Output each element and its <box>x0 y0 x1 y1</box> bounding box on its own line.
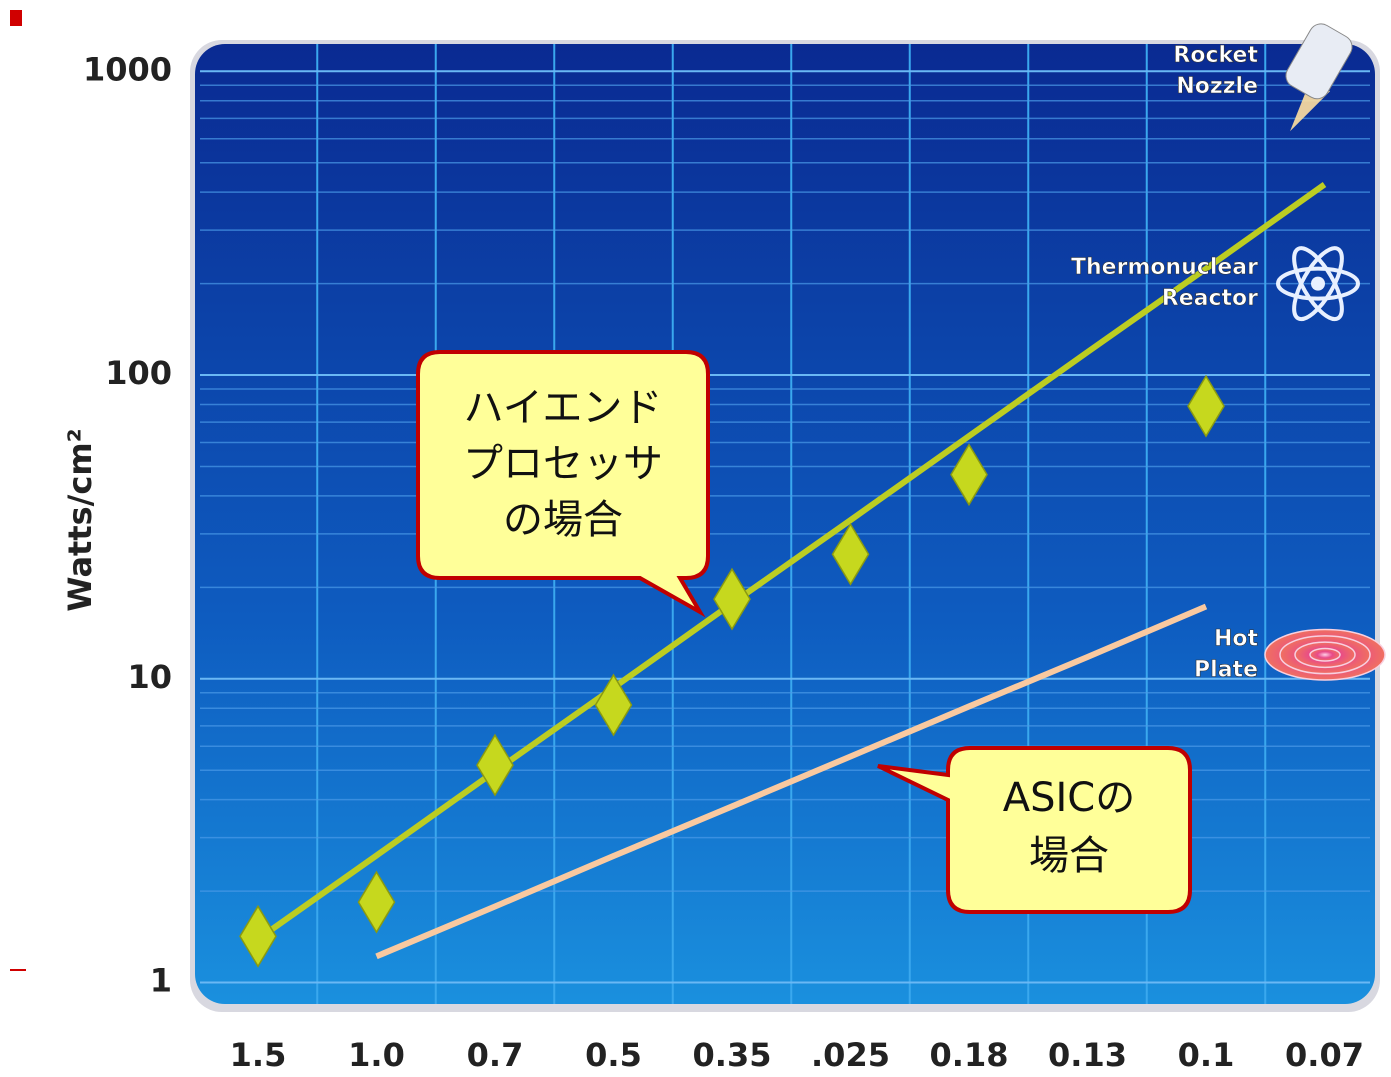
x-tick-label: 0.13 <box>1048 1036 1127 1074</box>
callout-text: 場合 <box>1029 833 1109 879</box>
x-tick-label: .025 <box>811 1036 890 1074</box>
reference-label: Reactor <box>1162 286 1258 311</box>
reference-label: Thermonuclear <box>1071 255 1258 280</box>
plate-ring <box>1310 648 1340 661</box>
y-tick-label: 100 <box>105 354 172 392</box>
reference-label: Hot <box>1214 626 1259 651</box>
x-tick-label: 1.0 <box>348 1036 405 1074</box>
atom-core <box>1311 277 1325 291</box>
x-tick-label: 0.35 <box>693 1036 772 1074</box>
y-tick-label: 10 <box>127 658 172 696</box>
reference-label: Rocket <box>1173 43 1258 68</box>
y-axis-title: Watts/cm² <box>61 428 99 611</box>
x-tick-label: 0.7 <box>467 1036 524 1074</box>
x-tick-label: 0.5 <box>585 1036 642 1074</box>
chart: Watts/cm² ハイエンド プロセッサ の場合 ASICの 場合 1.5 1.… <box>0 0 1391 1077</box>
x-tick-label: 0.18 <box>930 1036 1009 1074</box>
x-tick-label: 0.1 <box>1178 1036 1235 1074</box>
callout-text: の場合 <box>503 497 623 543</box>
x-tick-label: 1.5 <box>230 1036 287 1074</box>
y-tick-label: 1 <box>150 962 172 1000</box>
y-tick-label: 1000 <box>83 50 172 88</box>
reference-label: Plate <box>1194 657 1258 682</box>
callout: ハイエンド プロセッサ の場合 <box>418 352 708 612</box>
callout-text: プロセッサ <box>463 441 663 487</box>
corner-mark <box>10 10 22 26</box>
reference-icon <box>1265 630 1385 680</box>
x-tick-label: 0.07 <box>1285 1036 1364 1074</box>
reference-label: Nozzle <box>1176 74 1258 99</box>
callout-text: ハイエンド <box>464 385 663 431</box>
callout-text: ASICの <box>1003 775 1135 821</box>
